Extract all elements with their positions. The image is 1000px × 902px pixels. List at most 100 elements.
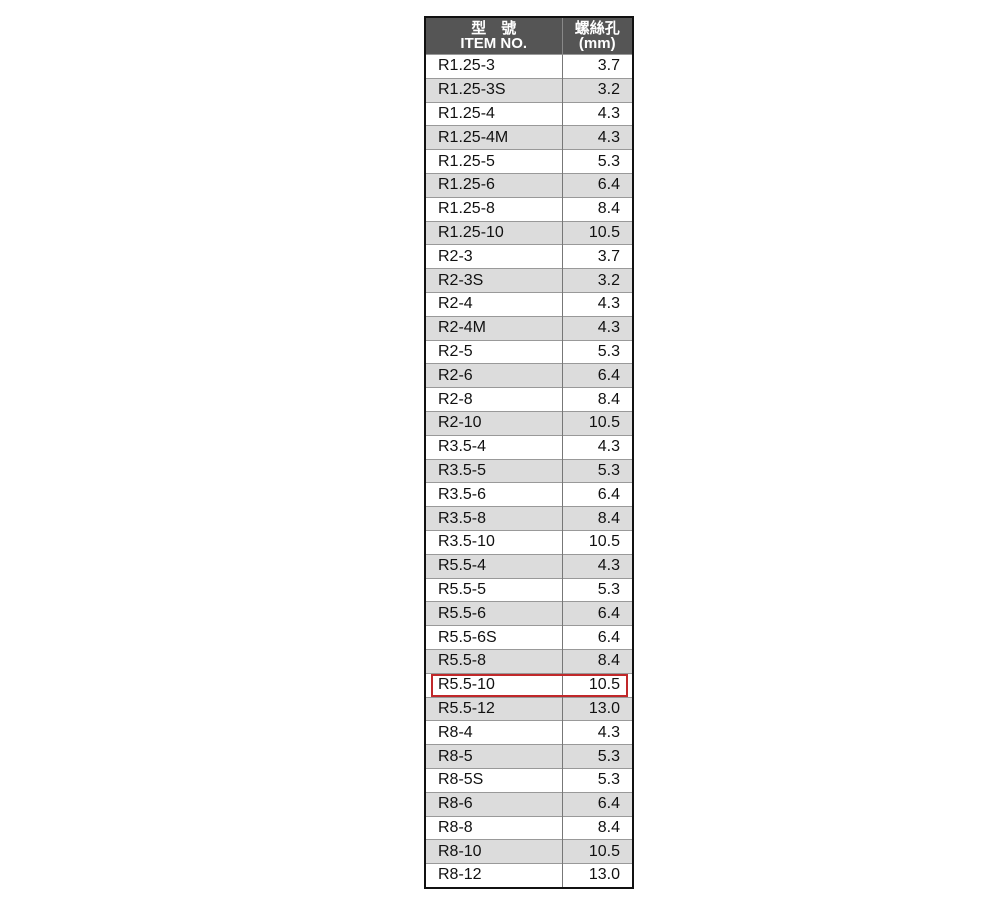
- item-number-cell: R5.5-6S: [425, 625, 563, 650]
- table-row: R1.25-3S 3.2: [425, 77, 633, 103]
- screw-hole-cell: 10.5: [562, 529, 633, 555]
- screw-hole-cell: 6.4: [562, 625, 633, 650]
- item-number-cell: R8-12: [425, 863, 563, 888]
- item-number-cell: R1.25-6: [425, 172, 563, 198]
- table-row: R8-8 8.4: [425, 815, 633, 840]
- screw-hole-cell: 5.3: [562, 149, 633, 174]
- item-number-cell: R3.5-6: [425, 482, 563, 507]
- table-row: R3.5-5 5.3: [425, 458, 633, 483]
- table-header-row: 型 號 ITEM NO. 螺絲孔 (mm): [425, 17, 633, 55]
- screw-hole-cell: 13.0: [562, 863, 633, 888]
- header-hole-zh: 螺絲孔: [574, 20, 620, 37]
- item-number-cell: R8-4: [425, 720, 563, 745]
- header-item-zh: 型 號: [471, 20, 517, 37]
- table-row: R1.25-5 5.3: [425, 149, 633, 174]
- item-number-cell: R1.25-10: [425, 220, 563, 245]
- table-row: R8-5S 5.3: [425, 767, 633, 793]
- screw-hole-cell: 5.3: [562, 767, 633, 793]
- screw-hole-cell: 3.2: [562, 268, 633, 293]
- table-row: R2-4 4.3: [425, 291, 633, 317]
- header-screw-hole: 螺絲孔 (mm): [561, 17, 633, 55]
- table-row: R3.5-8 8.4: [425, 506, 633, 531]
- screw-hole-cell: 8.4: [562, 387, 633, 412]
- item-number-cell: R8-5S: [425, 767, 563, 793]
- table-row: R3.5-10 10.5: [425, 529, 633, 555]
- table-row: R5.5-6 6.4: [425, 601, 633, 626]
- item-number-cell: R1.25-8: [425, 196, 563, 222]
- table-row: R8-4 4.3: [425, 720, 633, 745]
- item-number-cell: R2-4M: [425, 315, 563, 341]
- table-row: R5.5-4 4.3: [425, 553, 633, 579]
- screw-hole-cell: 5.3: [562, 458, 633, 483]
- header-item-no: 型 號 ITEM NO.: [425, 17, 562, 55]
- table-row: R2-8 8.4: [425, 387, 633, 412]
- item-number-cell: R3.5-5: [425, 458, 563, 483]
- table-row: R5.5-10 10.5: [425, 672, 633, 698]
- screw-hole-cell: 5.3: [562, 339, 633, 364]
- screw-hole-cell: 4.3: [562, 101, 633, 126]
- item-number-cell: R8-6: [425, 791, 563, 816]
- screw-hole-cell: 4.3: [562, 315, 633, 341]
- item-number-cell: R2-10: [425, 410, 563, 436]
- item-number-cell: R2-8: [425, 387, 563, 412]
- screw-hole-cell: 4.3: [562, 434, 633, 460]
- screw-hole-cell: 3.7: [562, 244, 633, 269]
- item-number-cell: R3.5-4: [425, 434, 563, 460]
- header-item-en: ITEM NO.: [460, 35, 528, 52]
- table-row: R8-5 5.3: [425, 744, 633, 769]
- screw-hole-cell: 10.5: [562, 410, 633, 436]
- screw-hole-cell: 10.5: [562, 839, 633, 864]
- table-row: R5.5-8 8.4: [425, 648, 633, 674]
- screw-hole-cell: 3.7: [562, 54, 633, 79]
- screw-hole-cell: 6.4: [562, 601, 633, 626]
- item-number-cell: R5.5-4: [425, 553, 563, 579]
- item-number-cell: R5.5-5: [425, 577, 563, 602]
- item-number-cell: R1.25-4: [425, 101, 563, 126]
- item-number-cell: R3.5-8: [425, 506, 563, 531]
- table-row: R5.5-5 5.3: [425, 577, 633, 602]
- item-number-cell: R1.25-5: [425, 149, 563, 174]
- table-row: R8-10 10.5: [425, 839, 633, 864]
- screw-hole-cell: 6.4: [562, 482, 633, 507]
- item-number-cell: R1.25-3S: [425, 77, 563, 103]
- table-row: R8-6 6.4: [425, 791, 633, 816]
- item-number-cell: R3.5-10: [425, 529, 563, 555]
- item-number-cell: R1.25-3: [425, 54, 563, 79]
- screw-hole-cell: 10.5: [562, 220, 633, 245]
- screw-hole-cell: 4.3: [562, 720, 633, 745]
- table-row: R2-3 3.7: [425, 244, 633, 269]
- screw-hole-cell: 8.4: [562, 506, 633, 531]
- screw-hole-cell: 3.2: [562, 77, 633, 103]
- table-row: R3.5-4 4.3: [425, 434, 633, 460]
- screw-hole-cell: 6.4: [562, 791, 633, 816]
- item-number-cell: R2-6: [425, 363, 563, 388]
- item-number-cell: R2-5: [425, 339, 563, 364]
- item-number-cell: R5.5-10: [425, 672, 563, 698]
- screw-hole-cell: 5.3: [562, 744, 633, 769]
- table-row: R2-5 5.3: [425, 339, 633, 364]
- item-number-cell: R1.25-4M: [425, 125, 563, 150]
- table-row: R5.5-6S 6.4: [425, 625, 633, 650]
- table-row: R2-10 10.5: [425, 410, 633, 436]
- item-number-cell: R8-10: [425, 839, 563, 864]
- screw-hole-cell: 8.4: [562, 196, 633, 222]
- header-hole-unit: (mm): [578, 35, 616, 52]
- table-row: R2-3S 3.2: [425, 268, 633, 293]
- screw-hole-cell: 10.5: [562, 672, 633, 698]
- item-number-cell: R5.5-12: [425, 696, 563, 721]
- screw-hole-cell: 4.3: [562, 553, 633, 579]
- table-row: R5.5-12 13.0: [425, 696, 633, 721]
- table-row: R1.25-4 4.3: [425, 101, 633, 126]
- screw-hole-cell: 6.4: [562, 363, 633, 388]
- item-number-cell: R2-3S: [425, 268, 563, 293]
- item-number-cell: R8-5: [425, 744, 563, 769]
- table-row: R3.5-6 6.4: [425, 482, 633, 507]
- screw-hole-cell: 5.3: [562, 577, 633, 602]
- table-row: R8-12 13.0: [425, 863, 633, 888]
- screw-hole-cell: 8.4: [562, 648, 633, 674]
- spec-table: 型 號 ITEM NO. 螺絲孔 (mm) R1.25-3 3.7 R1.25-3S…: [424, 16, 634, 889]
- screw-hole-cell: 4.3: [562, 125, 633, 150]
- table-row: R1.25-4M 4.3: [425, 125, 633, 150]
- screw-hole-cell: 8.4: [562, 815, 633, 840]
- table-row: R2-4M 4.3: [425, 315, 633, 341]
